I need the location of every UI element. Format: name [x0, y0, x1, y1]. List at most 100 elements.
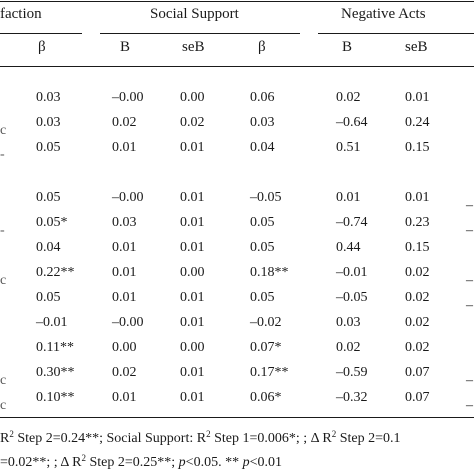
- edge-mark-left: c: [0, 373, 7, 388]
- cell-seb-social-support: 0.00: [180, 265, 205, 280]
- cell-seb-negative-acts: 0.01: [405, 90, 430, 105]
- edge-mark-right: –: [466, 373, 473, 388]
- edge-mark-right: –: [466, 223, 473, 238]
- cell-b-social-support: 0.00: [112, 340, 137, 355]
- cell-beta-satisfaction: 0.22**: [36, 265, 75, 280]
- cell-beta-satisfaction: 0.05: [36, 140, 61, 155]
- cell-beta-social-support: 0.17**: [250, 365, 289, 380]
- edge-mark-right: –: [466, 298, 473, 313]
- edge-mark-left: -: [0, 223, 5, 238]
- footnote-text: Step 1=0.006*; ; Δ R: [210, 431, 332, 446]
- group-header-satisfaction: faction: [0, 6, 42, 22]
- cell-beta-social-support: 0.05: [250, 290, 275, 305]
- cell-beta-satisfaction: –0.01: [36, 315, 68, 330]
- subheader-beta-2: β: [258, 39, 266, 55]
- cell-b-negative-acts: 0.44: [336, 240, 361, 255]
- cell-seb-negative-acts: 0.01: [405, 190, 430, 205]
- cell-b-negative-acts: 0.02: [336, 340, 361, 355]
- group-underline-satisfaction: [0, 33, 82, 34]
- footnote-italic-p: p: [242, 455, 250, 470]
- superscript: 2: [9, 429, 14, 439]
- cell-beta-social-support: 0.05: [250, 215, 275, 230]
- subheader-beta-1: β: [38, 39, 46, 55]
- cell-seb-negative-acts: 0.07: [405, 365, 430, 380]
- cell-beta-satisfaction: 0.04: [36, 240, 61, 255]
- footnote-text: <0.01: [249, 455, 282, 470]
- edge-mark-right: –: [466, 273, 473, 288]
- cell-b-negative-acts: 0.51: [336, 140, 361, 155]
- header-rule: [0, 66, 474, 67]
- superscript: 2: [206, 429, 211, 439]
- cell-seb-social-support: 0.01: [180, 140, 205, 155]
- cell-beta-satisfaction: 0.03: [36, 115, 61, 130]
- cell-b-social-support: –0.00: [112, 190, 144, 205]
- cell-beta-social-support: –0.02: [250, 315, 282, 330]
- group-header-social-support: Social Support: [150, 6, 239, 22]
- cell-seb-negative-acts: 0.02: [405, 340, 430, 355]
- cell-b-social-support: –0.00: [112, 90, 144, 105]
- cell-b-negative-acts: –0.01: [336, 265, 368, 280]
- cell-beta-social-support: 0.05: [250, 240, 275, 255]
- footnote-text: Step 2=0.24**; Social Support: R: [13, 431, 207, 446]
- cell-b-social-support: 0.02: [112, 115, 137, 130]
- cell-beta-satisfaction: 0.05*: [36, 215, 68, 230]
- group-underline-social-support: [100, 33, 300, 34]
- cell-seb-negative-acts: 0.24: [405, 115, 430, 130]
- cell-b-negative-acts: 0.01: [336, 190, 361, 205]
- cell-b-negative-acts: –0.59: [336, 365, 368, 380]
- cell-b-negative-acts: –0.74: [336, 215, 368, 230]
- cell-b-social-support: 0.01: [112, 290, 137, 305]
- bottom-rule: [0, 417, 474, 418]
- cell-seb-negative-acts: 0.02: [405, 290, 430, 305]
- cell-beta-social-support: 0.18**: [250, 265, 289, 280]
- cell-seb-negative-acts: 0.23: [405, 215, 430, 230]
- subheader-b-2: B: [342, 39, 353, 55]
- edge-mark-left: -: [0, 147, 5, 162]
- cell-b-negative-acts: –0.32: [336, 390, 368, 405]
- cell-beta-satisfaction: 0.03: [36, 90, 61, 105]
- footnote-text: R: [0, 431, 10, 446]
- superscript: 2: [331, 429, 337, 439]
- cell-seb-social-support: 0.01: [180, 290, 205, 305]
- cell-seb-social-support: 0.01: [180, 240, 205, 255]
- cell-seb-social-support: 0.02: [180, 115, 205, 130]
- cell-beta-social-support: 0.03: [250, 115, 275, 130]
- cell-beta-satisfaction: 0.30**: [36, 365, 75, 380]
- cell-b-negative-acts: 0.03: [336, 315, 361, 330]
- top-rule: [0, 1, 474, 2]
- cell-b-social-support: –0.00: [112, 315, 144, 330]
- cell-b-social-support: 0.01: [112, 240, 137, 255]
- cell-seb-negative-acts: 0.15: [405, 240, 430, 255]
- cell-beta-satisfaction: 0.05: [36, 190, 61, 205]
- cell-b-social-support: 0.01: [112, 390, 137, 405]
- cell-beta-satisfaction: 0.11**: [36, 340, 74, 355]
- cell-b-negative-acts: 0.02: [336, 90, 361, 105]
- cell-beta-social-support: 0.06: [250, 90, 275, 105]
- cell-b-social-support: 0.01: [112, 140, 137, 155]
- edge-mark-right: –: [466, 398, 473, 413]
- cell-b-negative-acts: –0.64: [336, 115, 368, 130]
- cell-seb-social-support: 0.01: [180, 215, 205, 230]
- cell-seb-social-support: 0.01: [180, 365, 205, 380]
- subheader-b-1: B: [120, 39, 131, 55]
- cell-b-negative-acts: –0.05: [336, 290, 368, 305]
- cell-beta-satisfaction: 0.05: [36, 290, 61, 305]
- footnote-text: Step 2=0.25**;: [85, 455, 179, 470]
- cell-seb-social-support: 0.00: [180, 90, 205, 105]
- edge-mark-left: c: [0, 273, 7, 288]
- cell-b-social-support: 0.02: [112, 365, 137, 380]
- footnote-text: <0.05. **: [185, 455, 243, 470]
- cell-seb-social-support: 0.00: [180, 340, 205, 355]
- cell-beta-social-support: 0.06*: [250, 390, 282, 405]
- footnote-italic-p: p: [178, 455, 186, 470]
- subheader-seb-2: seB: [405, 39, 428, 55]
- subheader-seb-1: seB: [182, 39, 205, 55]
- group-underline-negative-acts: [318, 33, 474, 34]
- group-header-negative-acts: Negative Acts: [341, 6, 426, 22]
- edge-mark-left: c: [0, 398, 7, 413]
- edge-mark-left: c: [0, 123, 7, 138]
- cell-seb-social-support: 0.01: [180, 190, 205, 205]
- footnote-text: Step 2=0.1: [336, 431, 401, 446]
- cell-seb-social-support: 0.01: [180, 315, 205, 330]
- cell-beta-satisfaction: 0.10**: [36, 390, 75, 405]
